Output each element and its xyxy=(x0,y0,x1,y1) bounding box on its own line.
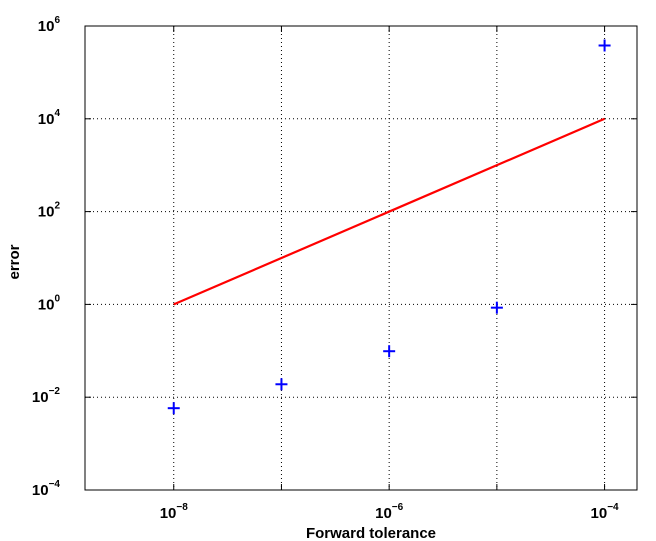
y-tick-label: 10−4 xyxy=(32,479,61,499)
y-tick-label-exponent: 2 xyxy=(54,201,60,212)
data-point-plus-marker xyxy=(598,39,611,52)
x-tick-label-exponent: −6 xyxy=(392,502,404,513)
axis-ticks xyxy=(85,25,637,491)
data-point-plus-marker xyxy=(275,378,288,391)
y-tick-label: 10−2 xyxy=(32,386,61,406)
x-axis-title: Forward tolerance xyxy=(306,525,436,541)
y-tick-label-base: 10 xyxy=(38,111,55,128)
x-tick-label: 10−8 xyxy=(160,502,189,522)
y-tick-label-exponent: 4 xyxy=(54,108,60,119)
data-point-plus-marker xyxy=(490,301,503,314)
x-tick-label-exponent: −8 xyxy=(176,502,188,513)
x-tick-label-base: 10 xyxy=(160,505,177,522)
y-tick-label-exponent: 6 xyxy=(54,15,60,26)
y-tick-label-base: 10 xyxy=(32,389,49,406)
y-tick-label-exponent: −4 xyxy=(49,479,61,490)
x-tick-label-base: 10 xyxy=(591,505,608,522)
y-tick-label: 102 xyxy=(38,201,61,221)
y-tick-label-exponent: 0 xyxy=(54,293,60,304)
y-tick-label: 100 xyxy=(38,293,61,313)
x-tick-label-base: 10 xyxy=(375,505,392,522)
x-tick-label-exponent: −4 xyxy=(607,502,619,513)
data-point-plus-marker xyxy=(383,345,396,358)
y-tick-label: 104 xyxy=(38,108,61,128)
y-tick-label-base: 10 xyxy=(38,204,55,221)
data-point-plus-marker xyxy=(167,402,180,415)
plot-area-frame xyxy=(84,25,638,491)
x-tick-labels: 10−8 10−6 10−4 xyxy=(160,502,619,522)
y-tick-label-exponent: −2 xyxy=(49,386,61,397)
y-axis-title: error xyxy=(6,244,23,279)
trend-line xyxy=(173,117,606,306)
x-tick-label: 10−4 xyxy=(591,502,620,522)
y-tick-label-base: 10 xyxy=(32,482,49,499)
series-layer xyxy=(167,39,611,415)
y-tick-label-base: 10 xyxy=(38,18,55,35)
y-tick-label: 106 xyxy=(38,15,61,35)
y-tick-label-base: 10 xyxy=(38,296,55,313)
x-tick-label: 10−6 xyxy=(375,502,404,522)
grid-lines xyxy=(85,25,637,491)
